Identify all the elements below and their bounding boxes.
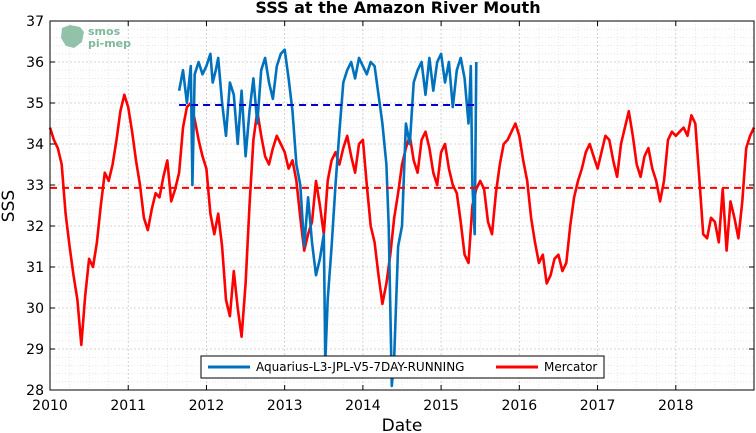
y-tick-label: 28 — [26, 383, 44, 399]
plot-area — [48, 20, 756, 391]
mean-layer — [50, 104, 754, 189]
plot-frame — [49, 20, 755, 391]
y-tick-label: 36 — [26, 55, 44, 71]
y-tick-label: 30 — [26, 301, 44, 317]
chart-title: SSS at the Amazon River Mouth — [255, 0, 540, 17]
x-tick-label: 2016 — [502, 398, 538, 414]
legend-label-aquarius: Aquarius-L3-JPL-V5-7DAY-RUNNING — [256, 360, 464, 374]
minor-grid — [50, 21, 754, 390]
x-tick-labels: 2010 2011 2012 2013 2014 2015 2016 2017 2018 — [32, 398, 693, 414]
y-tick-label: 34 — [26, 137, 44, 153]
y-tick-label: 31 — [26, 260, 44, 276]
y-tick-labels: 28 29 30 31 32 33 34 35 36 37 — [26, 14, 44, 399]
logo-map-icon — [61, 25, 84, 48]
x-tick-label: 2018 — [658, 398, 694, 414]
legend: Aquarius-L3-JPL-V5-7DAY-RUNNING Mercator — [200, 355, 605, 379]
y-axis-label: SSS — [0, 190, 19, 222]
logo-line2: pi-mep — [88, 37, 131, 50]
series-layer — [48, 48, 756, 388]
smos-pi-mep-logo: smos pi-mep — [61, 25, 131, 50]
y-tick-label: 37 — [26, 14, 44, 30]
x-tick-label: 2015 — [423, 398, 459, 414]
legend-label-mercator: Mercator — [544, 360, 597, 374]
series-line-aquarius — [177, 48, 478, 388]
x-tick-label: 2014 — [345, 398, 381, 414]
y-tick-label: 29 — [26, 342, 44, 358]
x-axis-label: Date — [382, 416, 423, 433]
axis-ticks — [49, 20, 754, 391]
series-line-mercator — [48, 93, 756, 347]
x-tick-label: 2010 — [32, 398, 68, 414]
x-tick-label: 2012 — [189, 398, 225, 414]
y-tick-label: 35 — [26, 96, 44, 112]
x-tick-label: 2011 — [110, 398, 146, 414]
legend-box — [200, 355, 605, 379]
y-tick-label: 33 — [26, 178, 44, 194]
x-tick-label: 2013 — [267, 398, 303, 414]
logo-line1: smos — [88, 25, 121, 38]
y-tick-label: 32 — [26, 219, 44, 235]
x-tick-label: 2017 — [580, 398, 616, 414]
